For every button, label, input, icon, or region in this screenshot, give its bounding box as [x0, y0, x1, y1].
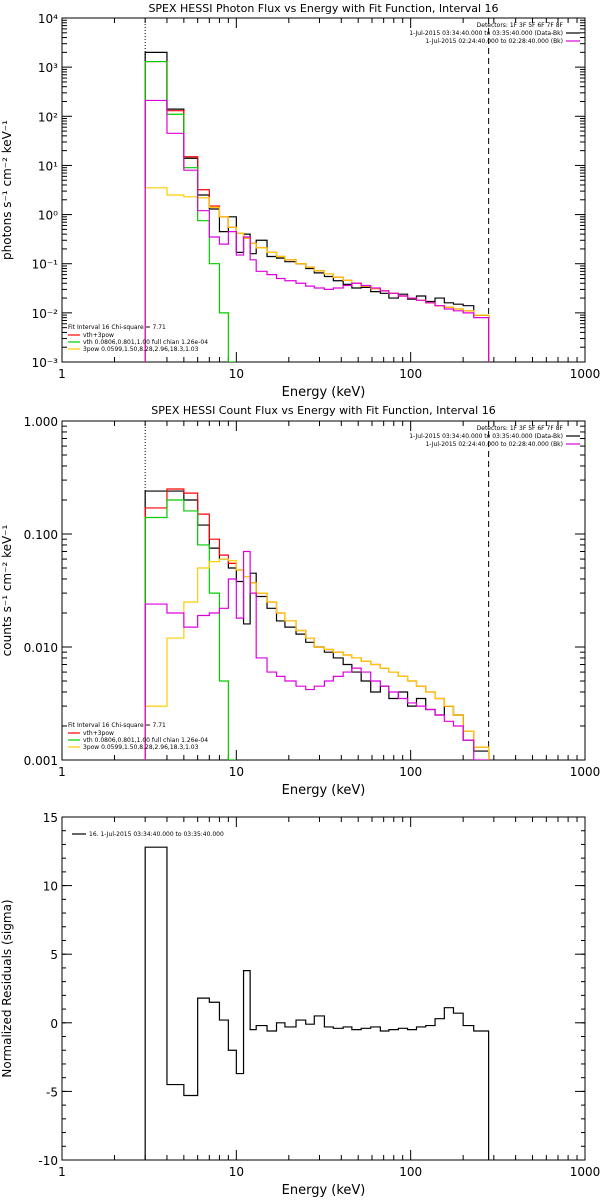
series-line-4	[144, 550, 489, 760]
y-tick-label: 10³	[38, 61, 58, 75]
fit-interval-label: Fit Interval 16 Chi-square = 7.71	[68, 324, 166, 331]
chart-title: SPEX HESSI Count Flux vs Energy with Fit…	[151, 404, 495, 417]
x-tick-label: 10	[229, 367, 244, 381]
legend-entry: vth+3pow	[83, 730, 114, 737]
y-tick-label: 10⁰	[38, 209, 58, 223]
x-tick-label: 10	[229, 765, 244, 779]
y-tick-label: 15	[43, 811, 58, 825]
detectors-label: Detectors: 1F 3F 5F 6F 7F 8F	[477, 425, 564, 432]
series-line-2	[144, 499, 237, 760]
y-tick-label: 0.001	[24, 754, 58, 768]
y-tick-label: 10⁻¹	[32, 258, 59, 272]
legend-entry: vth 0.0806,0.801,1.00 full chian 1.26e-0…	[83, 339, 208, 346]
y-tick-label: -5	[46, 1085, 58, 1099]
series-group	[144, 51, 490, 362]
y-tick-label: 0.010	[24, 641, 58, 655]
series-line-0	[144, 490, 490, 760]
series-line-0	[144, 846, 490, 1160]
x-axis-label: Energy (keV)	[282, 385, 366, 400]
series-group	[144, 846, 490, 1160]
x-tick-label: 1	[58, 765, 66, 779]
legend-top-right-entry: 1-Jul-2015 02:24:40.000 to 02:28:40.000 …	[425, 38, 563, 45]
y-axis-label: counts s⁻¹ cm⁻² keV⁻¹	[0, 524, 14, 656]
x-tick-label: 100	[399, 1165, 422, 1179]
y-tick-label: 0	[50, 1017, 58, 1031]
chart-panel-3: 1 10 100 1000 -10 -5 0 5 10 15 Energy (keV) Normali…	[0, 811, 600, 1198]
y-tick-label: 10²	[38, 110, 58, 124]
series-line-3	[144, 187, 490, 362]
x-axis-label: Energy (keV)	[282, 783, 366, 798]
legend-entry: vth+3pow	[83, 332, 114, 339]
plot-frame	[61, 816, 586, 1161]
y-tick-label: 1.000	[24, 415, 58, 429]
legend-entry: 3pow 0.0599,1.50,8.28,2.96,18.3,1.03	[83, 744, 199, 751]
series-line-1	[144, 488, 490, 760]
y-tick-label: -10	[38, 1154, 58, 1168]
series-line-0	[144, 51, 490, 362]
y-tick-label: 0.100	[24, 528, 58, 542]
y-tick-label: 10⁻³	[32, 356, 59, 370]
y-tick-label: 10⁻²	[32, 307, 59, 321]
series-line-1	[144, 60, 490, 362]
x-tick-label: 1000	[570, 1165, 600, 1179]
y-tick-label: 10⁴	[38, 12, 58, 26]
y-tick-label: 10	[43, 880, 58, 894]
series-line-3	[144, 558, 490, 760]
x-tick-label: 100	[399, 367, 422, 381]
plot-frame	[61, 17, 586, 363]
y-tick-label: 10¹	[38, 159, 58, 173]
legend-entry: vth 0.0806,0.801,1.00 full chian 1.26e-0…	[83, 737, 208, 744]
legend-entry: 3pow 0.0599,1.50,8.28,2.96,18.3,1.03	[83, 346, 199, 353]
series-line-2	[144, 60, 237, 362]
fit-interval-label: Fit Interval 16 Chi-square = 7.71	[68, 722, 166, 729]
x-tick-label: 10	[229, 1165, 244, 1179]
chart-title: SPEX HESSI Photon Flux vs Energy with Fi…	[148, 2, 498, 15]
y-axis-label: photons s⁻¹ cm⁻² keV⁻¹	[0, 120, 14, 260]
x-tick-label: 1	[58, 1165, 66, 1179]
x-tick-label: 100	[399, 765, 422, 779]
x-tick-label: 1000	[570, 765, 600, 779]
x-tick-label: 1000	[570, 367, 600, 381]
chart-panel-1: SPEX HESSI Photon Flux vs Energy with Fi…	[0, 2, 600, 400]
legend-top-right-entry: 1-Jul-2015 02:24:40.000 to 02:28:40.000 …	[425, 441, 563, 448]
x-tick-label: 1	[58, 367, 66, 381]
legend-top-right-entry: 1-Jul-2015 03:34:40.000 to 03:35:40.000 …	[409, 30, 563, 37]
y-axis-label: Normalized Residuals (sigma)	[0, 899, 14, 1077]
series-group	[144, 488, 490, 760]
legend-top-right-entry: 1-Jul-2015 03:34:40.000 to 03:35:40.000 …	[409, 433, 563, 440]
x-axis-label: Energy (keV)	[282, 1183, 366, 1198]
detectors-label: Detectors: 1F 3F 5F 6F 7F 8F	[477, 22, 564, 29]
y-tick-label: 5	[50, 948, 58, 962]
chart-panel-2: SPEX HESSI Count Flux vs Energy with Fit…	[0, 404, 600, 798]
legend-entry: 16. 1-Jul-2015 03:34:40.000 to 03:35:40.…	[89, 831, 224, 838]
series-line-4	[144, 99, 490, 362]
plot-frame	[61, 420, 586, 761]
